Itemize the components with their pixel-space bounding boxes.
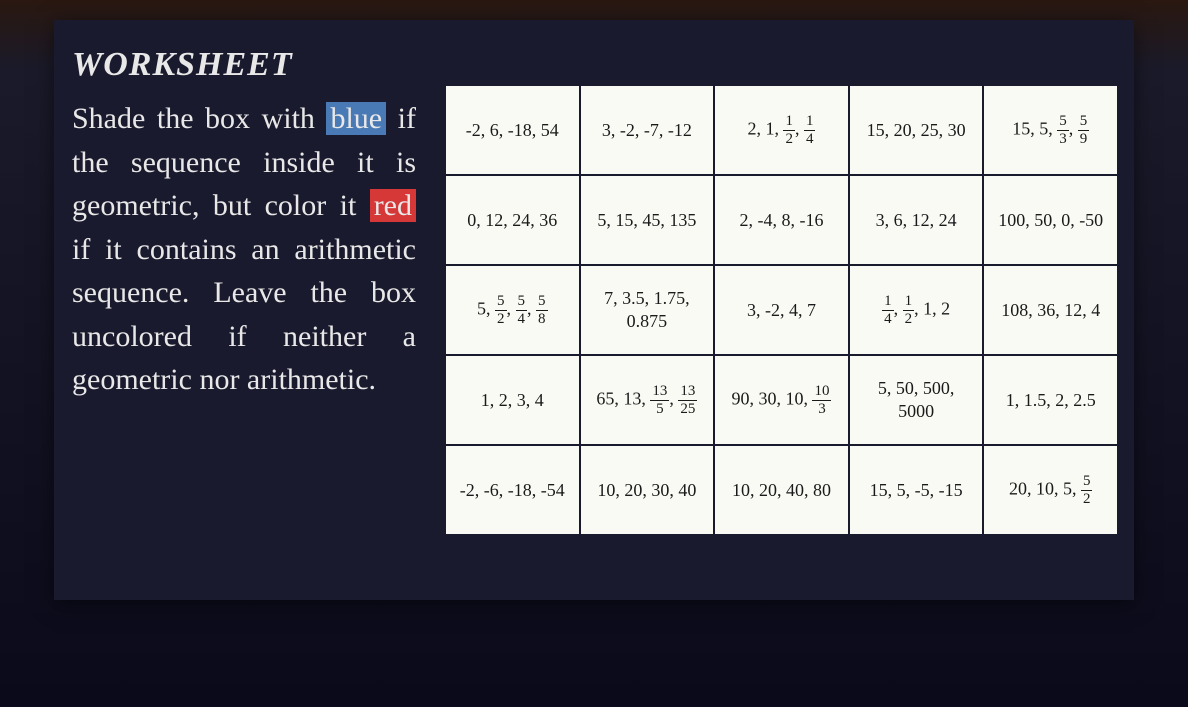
fraction: 1325 — [678, 384, 697, 417]
fraction: 52 — [1081, 474, 1093, 507]
sequence-cell: 7, 3.5, 1.75,0.875 — [580, 265, 715, 355]
cell-line: 0.875 — [587, 310, 708, 333]
sequence-cell: 14, 12, 1, 2 — [849, 265, 984, 355]
fraction: 58 — [536, 294, 548, 327]
fraction: 54 — [516, 294, 528, 327]
cell-line: 5, 50, 500, — [856, 377, 977, 400]
instruction-part-3: if it contains an arithmetic sequence. L… — [72, 233, 416, 397]
table-row: 5, 52, 54, 587, 3.5, 1.75,0.8753, -2, 4,… — [445, 265, 1118, 355]
fraction: 12 — [783, 114, 795, 147]
sequence-cell: 1, 2, 3, 4 — [445, 355, 580, 445]
instruction-text: Shade the box with blue if the sequence … — [72, 97, 416, 402]
sequence-cell: 3, -2, 4, 7 — [714, 265, 849, 355]
cell-line: 7, 3.5, 1.75, — [587, 287, 708, 310]
sequence-cell: 5, 52, 54, 58 — [445, 265, 580, 355]
sequence-cell: 1, 1.5, 2, 2.5 — [983, 355, 1118, 445]
sequence-cell: 10, 20, 30, 40 — [580, 445, 715, 535]
sequence-cell: 108, 36, 12, 4 — [983, 265, 1118, 355]
sequence-cell: 2, -4, 8, -16 — [714, 175, 849, 265]
fraction: 14 — [882, 294, 894, 327]
table-row: 0, 12, 24, 365, 15, 45, 1352, -4, 8, -16… — [445, 175, 1118, 265]
sequence-cell: 15, 5, -5, -15 — [849, 445, 984, 535]
instruction-part-1: Shade the box with — [72, 102, 326, 135]
cell-line: 5000 — [856, 400, 977, 423]
sequence-table: -2, 6, -18, 543, -2, -7, -122, 1, 12, 14… — [444, 84, 1119, 536]
table-row: -2, -6, -18, -5410, 20, 30, 4010, 20, 40… — [445, 445, 1118, 535]
fraction: 12 — [903, 294, 915, 327]
sequence-cell: 90, 30, 10, 103 — [714, 355, 849, 445]
sequence-cell: 15, 5, 53, 59 — [983, 85, 1118, 175]
grid-area: -2, 6, -18, 543, -2, -7, -122, 1, 12, 14… — [434, 20, 1134, 600]
blue-highlight: blue — [326, 102, 386, 135]
red-highlight: red — [370, 189, 416, 222]
sequence-cell: 3, -2, -7, -12 — [580, 85, 715, 175]
sequence-cell: -2, -6, -18, -54 — [445, 445, 580, 535]
fraction: 14 — [804, 114, 816, 147]
sequence-cell: 10, 20, 40, 80 — [714, 445, 849, 535]
fraction: 59 — [1078, 114, 1090, 147]
fraction: 103 — [812, 384, 831, 417]
sequence-cell: 15, 20, 25, 30 — [849, 85, 984, 175]
sequence-cell: 0, 12, 24, 36 — [445, 175, 580, 265]
worksheet-title: WORKSHEET — [72, 40, 416, 89]
instructions-panel: WORKSHEET Shade the box with blue if the… — [54, 20, 434, 600]
fraction: 52 — [495, 294, 507, 327]
fraction: 135 — [650, 384, 669, 417]
sequence-cell: 100, 50, 0, -50 — [983, 175, 1118, 265]
worksheet-container: WORKSHEET Shade the box with blue if the… — [54, 20, 1134, 600]
sequence-cell: 3, 6, 12, 24 — [849, 175, 984, 265]
fraction: 53 — [1057, 114, 1069, 147]
sequence-cell: 20, 10, 5, 52 — [983, 445, 1118, 535]
sequence-cell: 65, 13, 135, 1325 — [580, 355, 715, 445]
sequence-cell: 2, 1, 12, 14 — [714, 85, 849, 175]
table-row: 1, 2, 3, 465, 13, 135, 132590, 30, 10, 1… — [445, 355, 1118, 445]
sequence-cell: -2, 6, -18, 54 — [445, 85, 580, 175]
table-row: -2, 6, -18, 543, -2, -7, -122, 1, 12, 14… — [445, 85, 1118, 175]
sequence-cell: 5, 50, 500,5000 — [849, 355, 984, 445]
sequence-cell: 5, 15, 45, 135 — [580, 175, 715, 265]
